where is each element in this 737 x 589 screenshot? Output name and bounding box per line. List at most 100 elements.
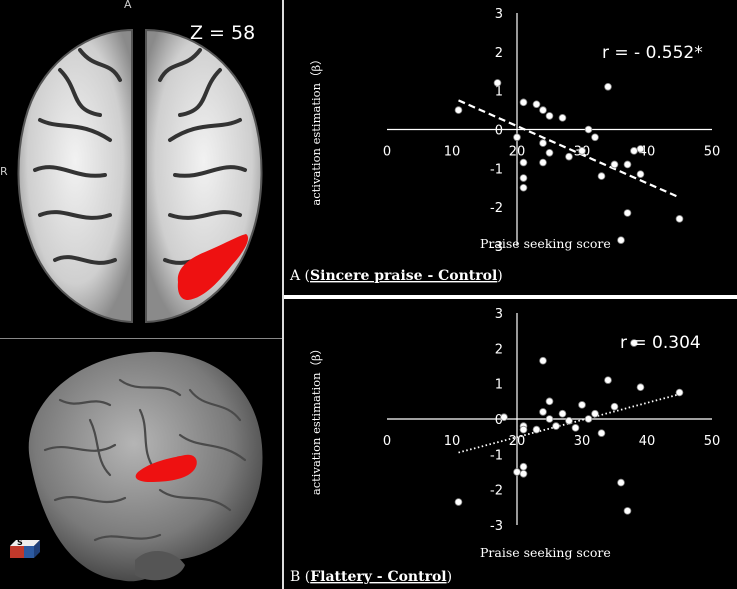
data-point [454, 498, 463, 506]
y-tick-label: 2 [495, 46, 503, 61]
data-point [617, 478, 625, 487]
slice-coordinate-label: Z = 58 [190, 22, 256, 44]
panel-caption: A (Sincere praise - Control) [289, 268, 503, 284]
panel-caption: B (Flattery - Control) [290, 569, 452, 585]
y-axis-label: activation estimation（β） [309, 53, 323, 205]
data-point [578, 401, 586, 409]
data-point [558, 114, 567, 122]
data-point [604, 376, 612, 384]
data-point [539, 356, 547, 365]
left-divider [0, 338, 282, 339]
data-point [591, 409, 599, 418]
y-tick-label: -1 [490, 162, 503, 177]
condition-label: Flattery - Control [310, 569, 446, 585]
y-tick-label: -3 [490, 240, 503, 255]
data-point [545, 415, 554, 423]
right-divider [284, 295, 737, 299]
data-point [519, 462, 528, 471]
data-point [532, 425, 541, 434]
x-tick-label: 0 [383, 434, 391, 449]
data-point [571, 424, 580, 432]
data-point [565, 152, 573, 161]
data-point [597, 429, 606, 437]
data-point [454, 106, 463, 114]
data-point [545, 397, 554, 406]
data-point [623, 507, 632, 515]
panel-letter: B ( [290, 569, 310, 585]
data-point [539, 158, 547, 167]
y-tick-label: -1 [490, 448, 503, 463]
x-tick-label: 50 [704, 434, 721, 449]
brain-3d-image: S [10, 351, 263, 582]
correlation-label: r = - 0.552* [602, 43, 703, 63]
x-tick-label: 10 [444, 145, 461, 160]
x-axis-label: Praise seeking score [480, 236, 611, 251]
scatter-chart-b: 0 10 20 30 40 50 3 2 1 0 -1 -2 -3 activation estimati… [284, 299, 737, 589]
y-tick-label: -3 [490, 519, 503, 534]
y-tick-label: 1 [495, 378, 503, 393]
y-tick-label: 1 [495, 85, 503, 100]
cube-letter: S [17, 538, 23, 547]
y-axis-label: activation estimation（β） [309, 343, 323, 495]
x-tick-label: 40 [639, 434, 656, 449]
data-point [545, 149, 554, 157]
activation-blob-axial [177, 234, 249, 300]
data-point [578, 147, 586, 155]
data-point [610, 160, 619, 169]
data-point [623, 209, 632, 217]
data-point [513, 468, 521, 476]
data-point [513, 133, 521, 142]
x-tick-label: 20 [509, 145, 526, 160]
x-tick-label: 10 [444, 434, 461, 449]
data-point [565, 416, 573, 425]
panel-letter: A ( [289, 268, 310, 284]
data-point [545, 112, 554, 120]
data-point [675, 388, 684, 397]
data-point [493, 79, 502, 87]
data-point [636, 170, 645, 178]
data-point [675, 215, 684, 223]
data-point [519, 158, 528, 167]
y-tick-label: -2 [490, 201, 503, 216]
data-point [519, 183, 528, 192]
y-tick-label: 2 [495, 342, 503, 357]
data-point [552, 422, 560, 430]
correlation-label: r = 0.304 [620, 333, 701, 353]
data-point [539, 408, 547, 416]
activation-blob-3d [135, 454, 197, 482]
data-point [539, 139, 547, 147]
orientation-cube-icon [10, 540, 40, 558]
data-point [636, 145, 645, 153]
data-point [591, 133, 599, 142]
data-point [519, 425, 528, 434]
condition-label: Sincere praise - Control [310, 268, 497, 284]
data-point [597, 172, 606, 180]
data-point [500, 413, 508, 422]
data-point [623, 160, 632, 169]
orientation-right-label: R [0, 165, 8, 178]
y-tick-label: -2 [490, 484, 503, 499]
data-point [617, 236, 625, 244]
data-point [604, 82, 612, 91]
axial-brain-slice: A R Z = 58 [0, 0, 282, 338]
data-point [636, 383, 645, 391]
y-tick-label: 0 [495, 124, 503, 139]
axial-brain-image [17, 28, 263, 324]
data-point [584, 125, 593, 134]
data-point [519, 98, 528, 107]
x-tick-label: 0 [383, 145, 391, 160]
data-point [584, 415, 593, 423]
data-point [519, 174, 528, 182]
data-point [610, 402, 619, 411]
brain-3d-render: S [0, 340, 282, 589]
data-point [630, 147, 638, 155]
data-point [532, 100, 541, 109]
orientation-anterior-label: A [124, 0, 132, 11]
x-tick-label: 30 [574, 434, 591, 449]
trend-line [458, 99, 680, 199]
x-axis-label: Praise seeking score [480, 545, 611, 560]
x-tick-label: 50 [704, 145, 721, 160]
